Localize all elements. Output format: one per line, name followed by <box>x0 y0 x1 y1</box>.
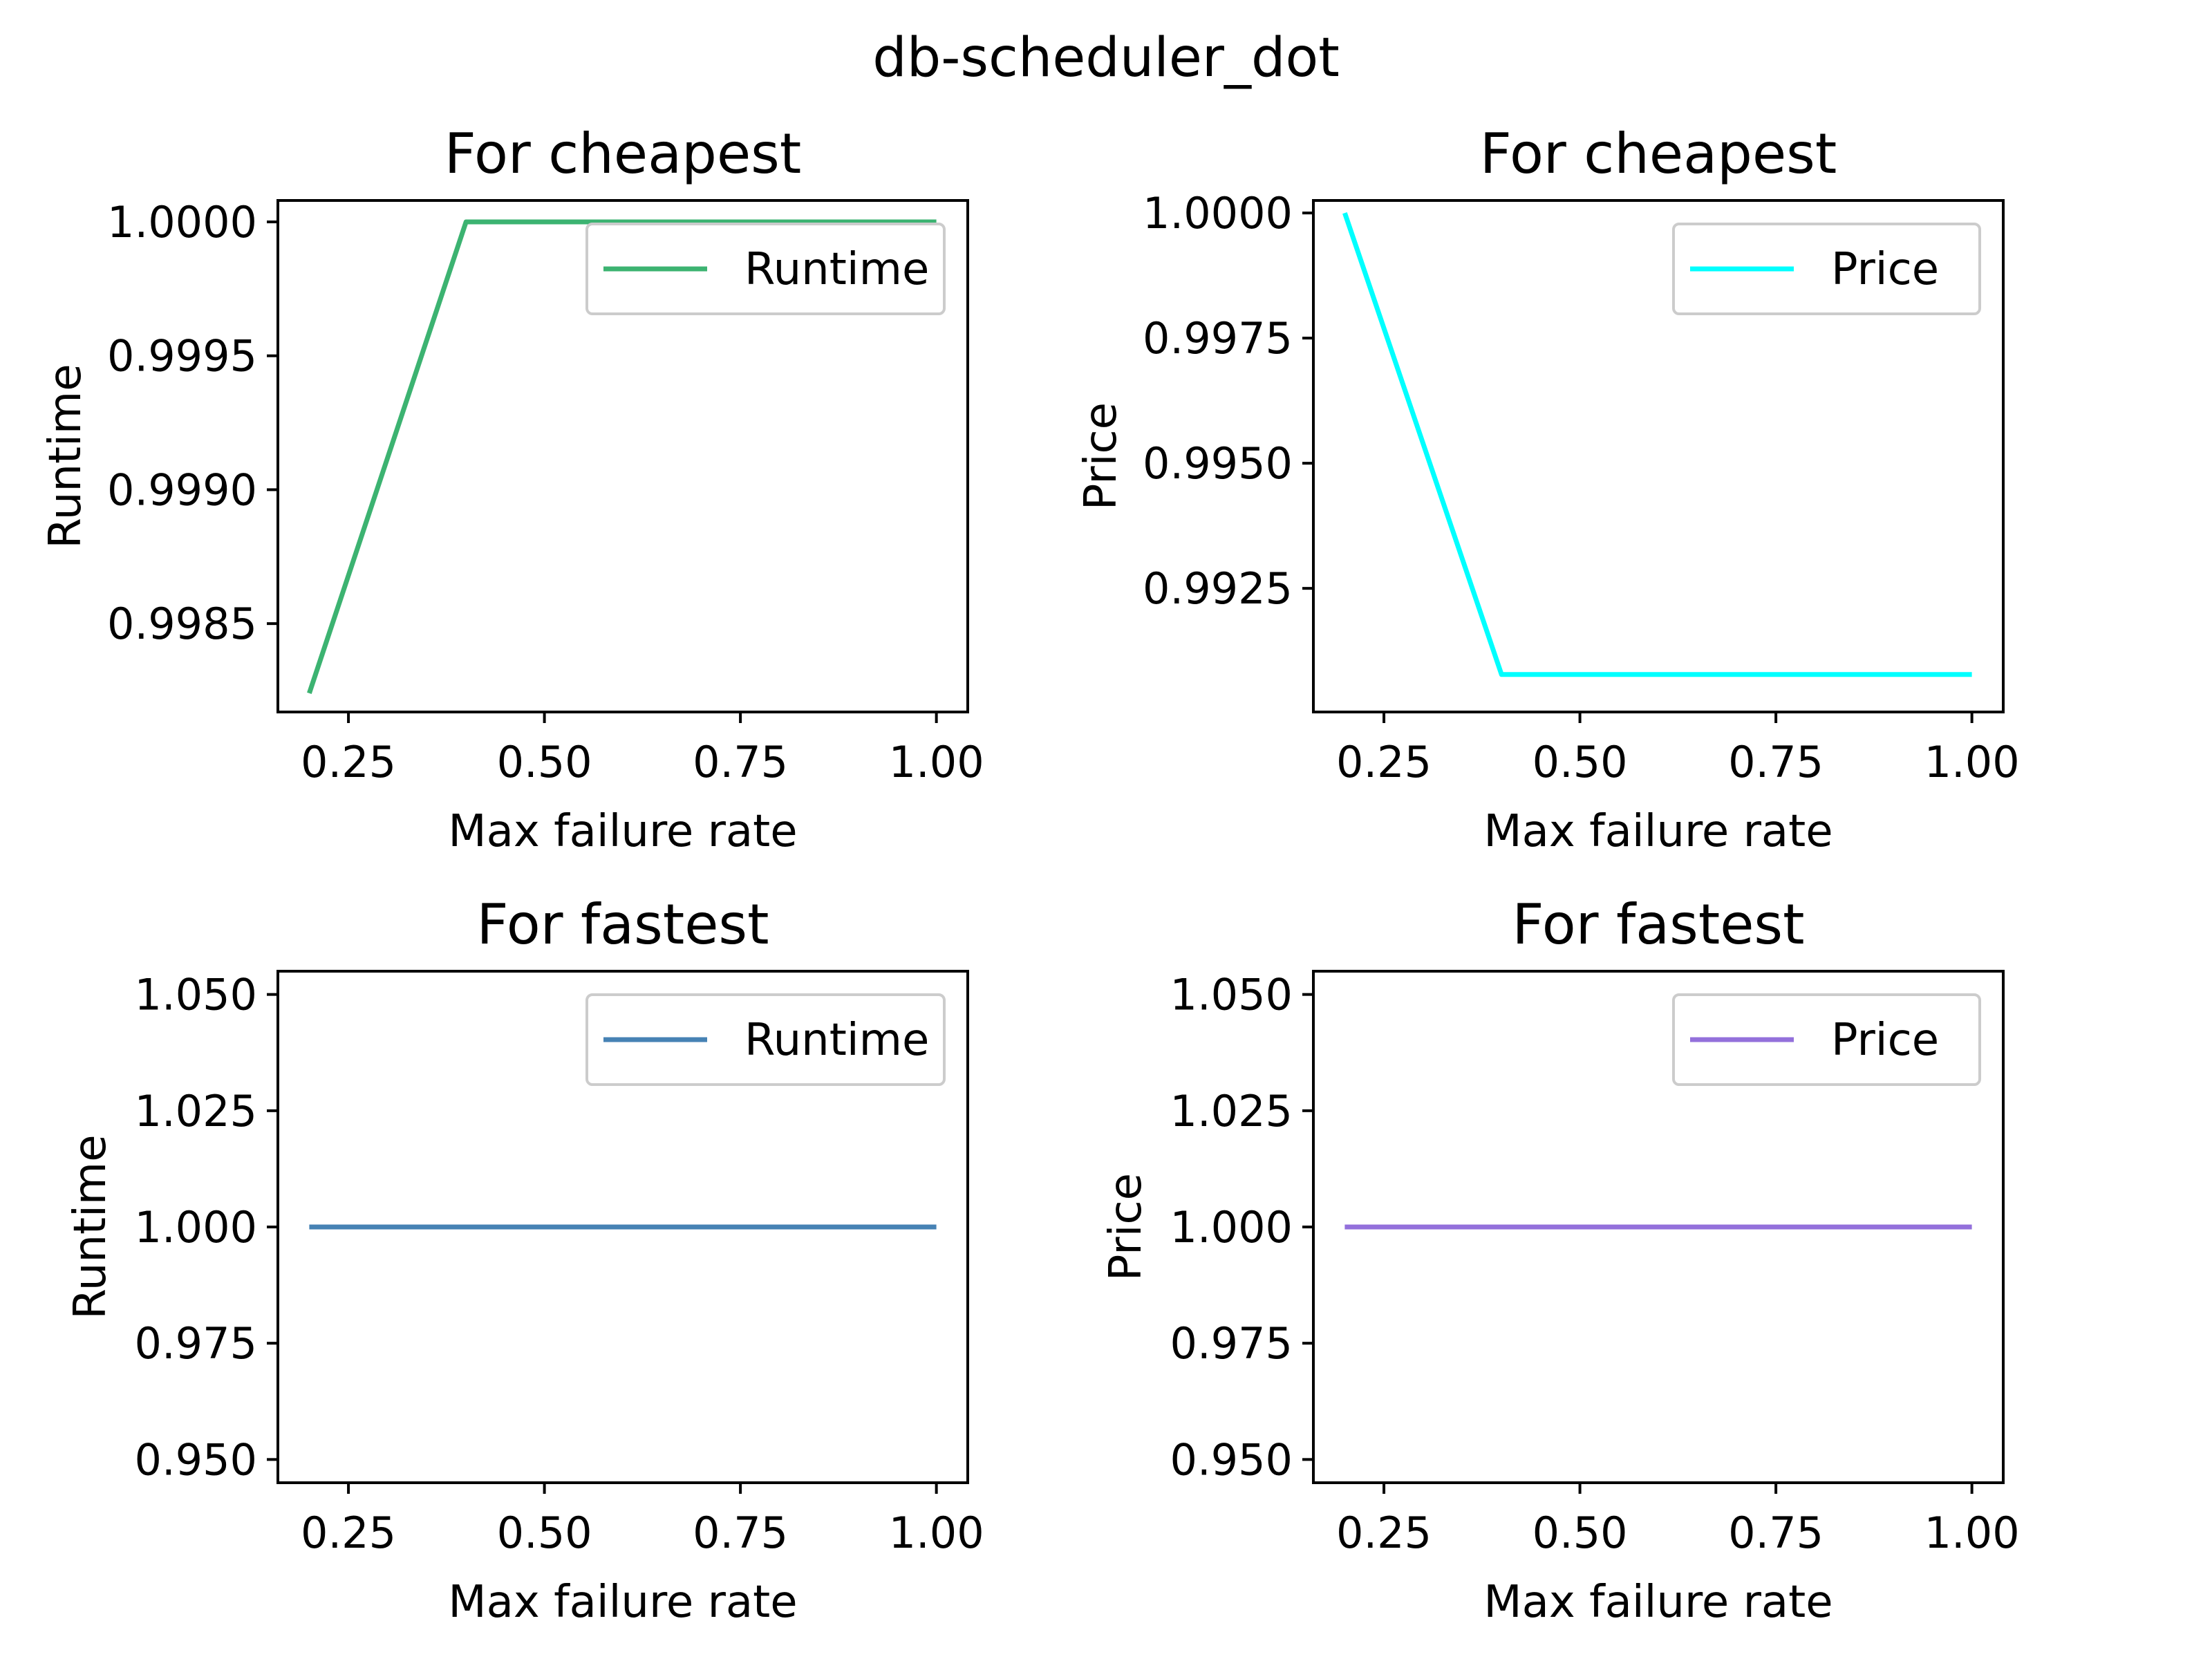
x-tick-label: 1.00 <box>1924 1508 2020 1558</box>
y-axis-label: Runtime <box>65 1134 116 1319</box>
x-tick-label: 0.50 <box>1533 1508 1628 1558</box>
x-tick-label: 0.25 <box>1336 1508 1432 1558</box>
y-tick-label: 1.050 <box>135 970 258 1020</box>
x-axis-label: Max failure rate <box>1483 806 1833 857</box>
legend: Runtime <box>585 993 946 1086</box>
x-tick-label: 1.00 <box>1924 737 2020 787</box>
x-tick-label: 0.50 <box>497 1508 592 1558</box>
y-tick-label: 0.950 <box>1170 1434 1293 1485</box>
subplot-3: For fastest 0.25 0.50 0.75 1.00 0.950 0.975 1.0… <box>65 892 984 1628</box>
subplot-title: For fastest <box>477 892 769 957</box>
plot-frame <box>1312 199 2005 713</box>
subplot-title: For cheapest <box>1480 122 1837 186</box>
y-tick-label: 1.000 <box>1170 1202 1293 1253</box>
subplot-2: For cheapest 0.25 0.50 0.75 1.00 0.9925 0.9950… <box>1076 122 2020 857</box>
y-tick-label: 0.9995 <box>107 331 257 382</box>
x-tick-label: 0.50 <box>497 737 592 787</box>
x-tick-label: 1.00 <box>889 1508 984 1558</box>
legend-label: Runtime <box>744 244 929 295</box>
x-tick-label: 1.00 <box>889 737 984 787</box>
x-tick-label: 0.50 <box>1533 737 1628 787</box>
legend-label: Runtime <box>744 1015 929 1066</box>
subplot-4: For fastest 0.25 0.50 0.75 1.00 0.950 0.975 1.0… <box>1100 892 2020 1628</box>
x-tick-label: 0.75 <box>693 1508 788 1558</box>
x-tick-label: 0.75 <box>1728 1508 1824 1558</box>
y-tick-label: 0.9950 <box>1143 438 1293 489</box>
legend-box <box>1672 223 1981 315</box>
subplot-1: For cheapest 0.25 0.50 0.75 1.00 0.9985 0.9990… <box>40 122 984 857</box>
x-axis-label: Max failure rate <box>448 1577 797 1628</box>
series-line-price <box>1342 212 1972 677</box>
plot-frame <box>276 970 969 1484</box>
x-tick-label: 0.25 <box>301 1508 396 1558</box>
y-tick-label: 0.975 <box>1170 1318 1293 1369</box>
legend-box <box>585 993 946 1086</box>
y-axis-label: Price <box>1100 1173 1152 1281</box>
series-line-runtime <box>307 219 937 695</box>
y-axis-label: Price <box>1076 402 1127 510</box>
y-tick-label: 1.000 <box>135 1202 258 1253</box>
plot-frame <box>1312 970 2005 1484</box>
y-tick-label: 1.0000 <box>1143 188 1293 238</box>
legend: Price <box>1672 223 1981 315</box>
y-axis-label: Runtime <box>40 364 91 548</box>
x-axis-label: Max failure rate <box>1483 1577 1833 1628</box>
legend-label: Price <box>1831 244 1939 295</box>
figure-title: db-scheduler_dot <box>872 27 1340 89</box>
legend: Runtime <box>585 223 946 315</box>
plot-frame <box>276 199 969 713</box>
y-tick-label: 1.025 <box>1170 1086 1293 1136</box>
y-tick-label: 1.025 <box>135 1086 258 1136</box>
x-tick-label: 0.75 <box>1728 737 1824 787</box>
y-tick-label: 1.0000 <box>107 197 257 247</box>
x-tick-label: 0.25 <box>301 737 396 787</box>
legend-box <box>1672 993 1981 1086</box>
y-tick-label: 1.050 <box>1170 970 1293 1020</box>
y-tick-label: 0.950 <box>135 1434 258 1485</box>
y-tick-label: 0.9925 <box>1143 563 1293 614</box>
y-tick-label: 0.975 <box>135 1318 258 1369</box>
y-tick-label: 0.9975 <box>1143 313 1293 364</box>
x-tick-label: 0.75 <box>693 737 788 787</box>
subplot-title: For cheapest <box>444 122 801 186</box>
x-axis-label: Max failure rate <box>448 806 797 857</box>
x-tick-label: 0.25 <box>1336 737 1432 787</box>
legend-box <box>585 223 946 315</box>
legend-label: Price <box>1831 1015 1939 1066</box>
legend: Price <box>1672 993 1981 1086</box>
subplot-title: For fastest <box>1512 892 1805 957</box>
subplots: For cheapest 0.25 0.50 0.75 1.00 0.9985 0.9990… <box>40 122 2020 1628</box>
y-tick-label: 0.9985 <box>107 599 257 649</box>
y-tick-label: 0.9990 <box>107 465 257 515</box>
